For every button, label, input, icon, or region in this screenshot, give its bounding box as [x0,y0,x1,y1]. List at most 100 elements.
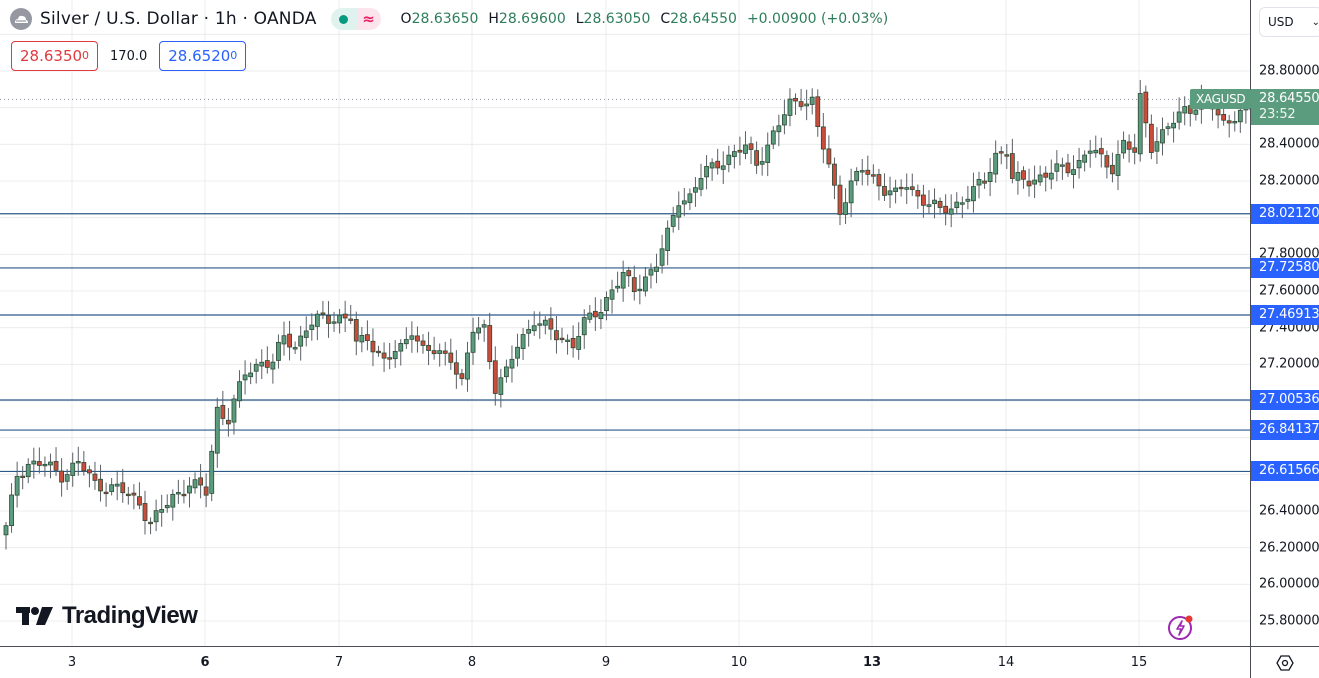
time-axis[interactable]: 3 6 7 8 9 10 13 14 15 [0,646,1250,678]
time-tick-label: 9 [601,655,611,670]
market-status-pill[interactable]: ≈ [330,8,381,30]
sell-price-pip: 0 [82,48,90,62]
price-tick-label: 26.00000 [1259,576,1319,592]
candle [1126,134,1132,163]
candle [225,408,231,437]
level-price-label[interactable]: 26.61566 [1251,461,1319,482]
candle [276,334,281,369]
candle [809,88,815,115]
candle [665,220,671,266]
candle [59,458,64,497]
candle [153,499,159,532]
candle [798,88,804,111]
price-axis[interactable]: USD ⌄ 28.80000 28.40000 28.20000 27.80000 27… [1250,0,1319,646]
chart-pane[interactable] [0,0,1250,646]
candle [331,311,337,332]
candle [948,194,954,228]
tradingview-logo[interactable]: TradingView [16,602,198,630]
bar-countdown: 23:52 [1259,107,1296,123]
candle [337,308,343,334]
chart-settings-button[interactable] [1250,646,1319,678]
candle [715,148,721,175]
candle [793,93,798,115]
candle [326,301,331,338]
symbol-title[interactable]: Silver / U.S. Dollar · 1h · OANDA [40,9,317,29]
candle [876,168,882,201]
price-tick-label: 27.20000 [1259,356,1319,372]
candle [170,489,176,521]
sell-button[interactable]: 28.6350 0 [11,41,99,71]
wave-icon: ≈ [356,8,381,30]
candle [70,452,76,487]
level-price-label[interactable]: 26.84137 [1251,420,1319,441]
candle [1043,166,1049,192]
candle [131,484,137,510]
currency-select[interactable]: USD ⌄ [1259,7,1319,37]
candle [242,360,248,395]
price-tick-label: 26.20000 [1259,540,1319,556]
buy-button[interactable]: 28.6520 0 [159,41,247,71]
candle [175,479,181,504]
candle [731,144,737,169]
candle [342,300,348,333]
candle [904,173,910,204]
candle [292,341,298,354]
candle [476,316,482,340]
level-price-label[interactable]: 27.72580 [1251,257,1319,278]
candle [1098,137,1104,168]
candle [64,469,70,491]
candle [281,321,287,356]
candle [592,297,598,331]
candle [309,313,315,341]
candle [415,326,420,353]
candle [1132,133,1138,165]
settings-hexagon-icon [1276,654,1294,671]
candle [92,461,98,490]
candle [515,333,520,367]
candle [559,327,565,344]
level-price-label[interactable]: 27.46913 [1251,304,1319,325]
candle [387,343,393,370]
market-open-dot-icon [339,14,349,24]
level-price-label[interactable]: 27.00536 [1251,390,1319,411]
candle [31,447,37,479]
candle [531,311,537,336]
candle [187,477,192,508]
symbol-tag: XAGUSD [1190,89,1252,110]
candle [420,334,426,354]
candle [726,145,732,173]
candle [982,172,987,189]
candle [865,155,871,186]
candle [303,316,309,347]
candle [114,470,120,501]
candle [370,328,376,367]
candle [993,140,999,183]
candle [498,368,504,408]
candle [932,188,937,219]
candle [787,88,793,127]
candle [1065,153,1071,177]
candle [554,315,559,354]
candle [754,141,759,174]
currency-select-value: USD [1268,15,1294,29]
candle [426,331,431,366]
candle [843,188,848,224]
candle [253,358,259,384]
candle [815,89,821,137]
candle [576,322,582,360]
candle [120,468,126,503]
buy-price-pip: 0 [230,48,238,62]
lightning-news-icon[interactable] [1167,613,1195,641]
candle [248,362,254,385]
candle [598,299,604,330]
candlestick-plot[interactable] [0,0,1250,646]
candle [81,451,87,476]
candle [1110,152,1115,183]
candle [776,114,782,147]
candle [659,234,665,274]
candle [264,346,270,374]
candle [1104,150,1110,179]
candle [453,350,459,389]
level-price-label[interactable]: 28.02120 [1251,203,1319,224]
candle [959,196,965,219]
